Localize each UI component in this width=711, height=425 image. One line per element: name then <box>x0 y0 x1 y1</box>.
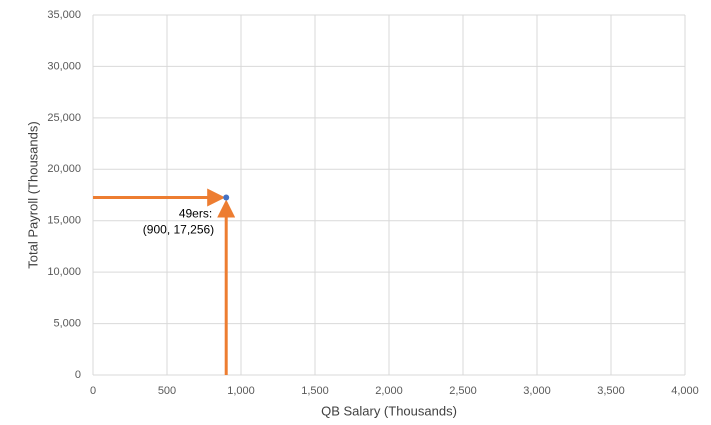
y-tick-label: 15,000 <box>47 215 81 227</box>
x-tick-label: 0 <box>90 385 96 397</box>
x-tick-label: 500 <box>158 385 176 397</box>
point <box>223 194 230 201</box>
y-tick-label: 25,000 <box>47 112 81 124</box>
y-axis-title: Total Payroll (Thousands) <box>25 121 40 268</box>
x-tick-label: 3,500 <box>597 385 625 397</box>
y-tick-label: 30,000 <box>47 60 81 72</box>
y-tick-label: 20,000 <box>47 163 81 175</box>
x-axis-title: QB Salary (Thousands) <box>321 403 457 418</box>
y-tick-label: 5,000 <box>53 317 81 329</box>
x-tick-label: 4,000 <box>671 385 699 397</box>
point-label: 49ers: <box>179 207 212 221</box>
x-tick-label: 2,000 <box>375 385 403 397</box>
y-tick-label: 35,000 <box>47 9 81 21</box>
x-tick-label: 2,500 <box>449 385 477 397</box>
x-tick-label: 1,000 <box>227 385 255 397</box>
value-label: (900, 17,256) <box>143 223 214 237</box>
x-tick-label: 3,000 <box>523 385 551 397</box>
y-tick-label: 10,000 <box>47 266 81 278</box>
y-tick-label: 0 <box>75 369 81 381</box>
x-tick-label: 1,500 <box>301 385 329 397</box>
